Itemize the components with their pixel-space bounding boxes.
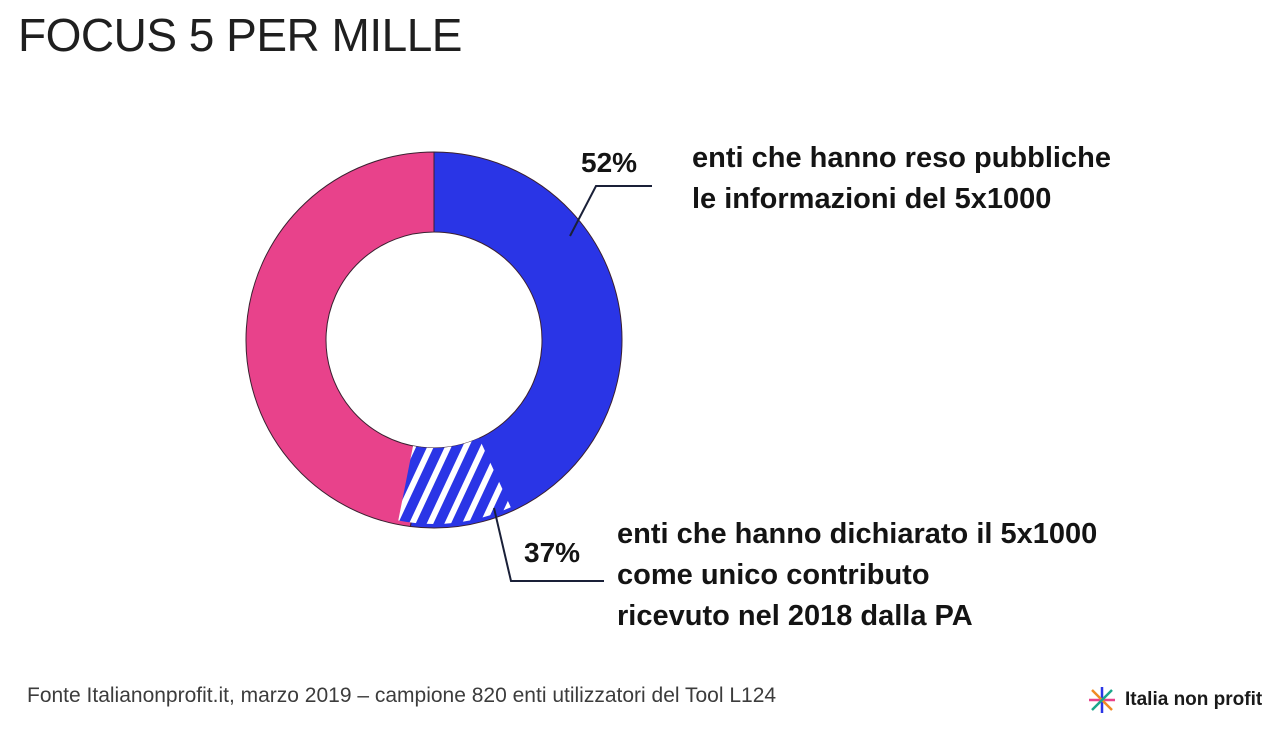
leader-line-37 — [493, 507, 604, 582]
description-line: come unico contributo — [617, 559, 930, 591]
description-line: le informazioni del 5x1000 — [692, 183, 1052, 215]
description-line: enti che hanno dichiarato il 5x1000 — [617, 518, 1098, 550]
brand-logo: Italia non profit — [1087, 685, 1262, 715]
donut-slice-48 — [245, 151, 435, 528]
description-line: ricevuto nel 2018 dalla PA — [617, 600, 973, 632]
logo-text: Italia non profit — [1125, 689, 1263, 710]
leader-line-52 — [569, 185, 652, 237]
slice-description-37: enti che hanno dichiarato il 5x1000 come… — [617, 514, 1097, 637]
description-line: enti che hanno reso pubbliche — [692, 142, 1111, 174]
slice-label-37: 37% — [524, 537, 581, 568]
donut-highlight-37 — [398, 438, 511, 524]
source-note: Fonte Italianonprofit.it, marzo 2019 – c… — [27, 684, 777, 707]
slice-label-52: 52% — [581, 147, 638, 178]
asterisk-logo-icon — [1089, 687, 1115, 713]
donut-slice-52 — [409, 151, 623, 529]
page-title: FOCUS 5 PER MILLE — [18, 9, 462, 61]
slice-description-52: enti che hanno reso pubbliche le informa… — [692, 138, 1111, 220]
